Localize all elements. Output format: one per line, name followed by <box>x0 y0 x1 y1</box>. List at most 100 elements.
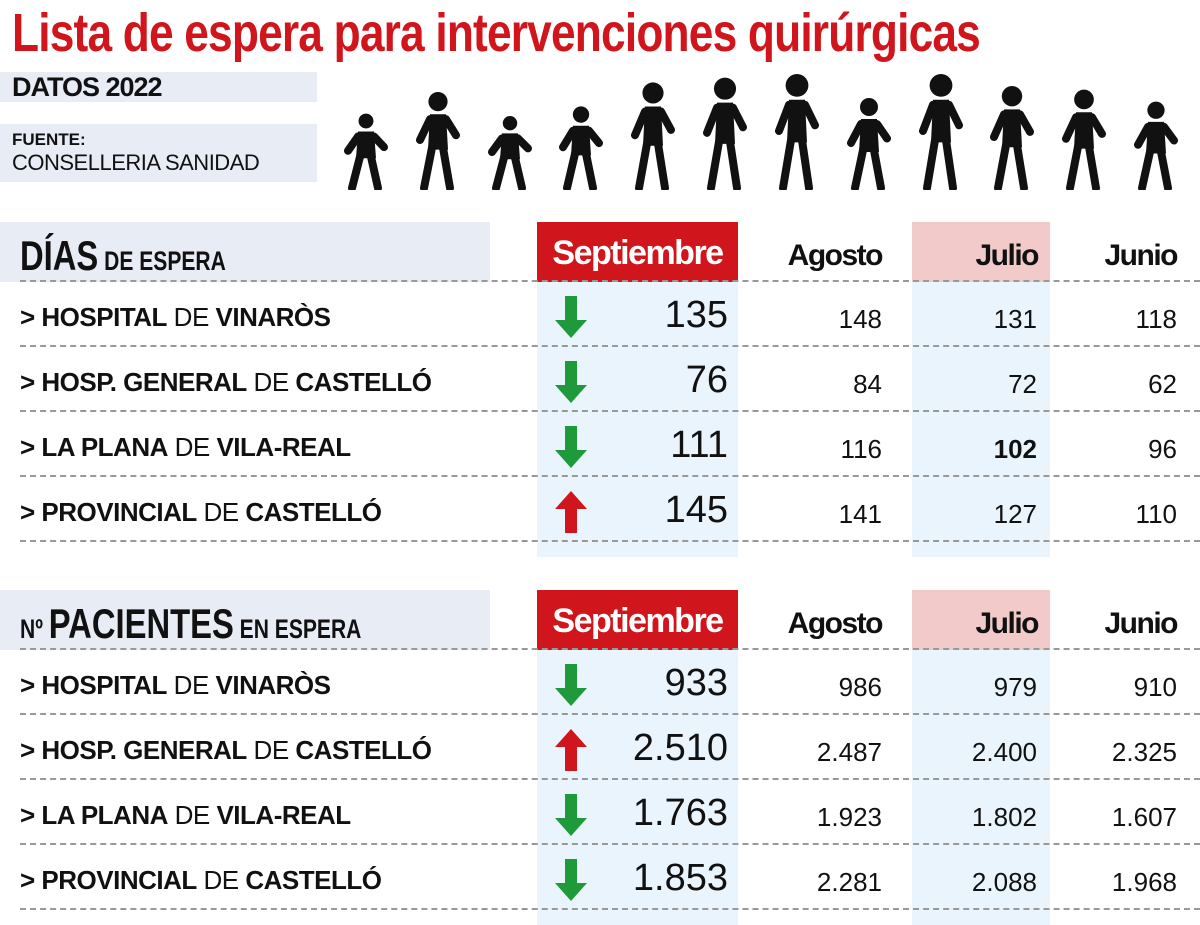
value-julio: 127 <box>993 499 1037 529</box>
label-part: > HOSPITAL <box>20 302 167 332</box>
hospital-label: > HOSPITAL DE VINARÒS <box>20 670 331 701</box>
value-junio: 96 <box>1148 434 1177 464</box>
table-header-box <box>0 590 490 650</box>
label-part: VINARÒS <box>215 302 331 332</box>
infographic-title: Lista de espera para intervenciones quir… <box>12 3 981 63</box>
value-julio: 72 <box>1008 369 1037 399</box>
label-part: > HOSP. GENERAL <box>20 367 247 397</box>
people-silhouettes <box>340 62 1180 190</box>
value-septiembre: 933 <box>664 662 728 704</box>
person-silhouette-icon <box>415 92 460 190</box>
label-part: > LA PLANA <box>20 800 168 830</box>
table-title: DÍAS DE ESPERA <box>20 232 226 280</box>
trend-down-arrow-icon <box>555 296 587 338</box>
table-row: > HOSPITAL DE VINARÒS 135 148 131 118 <box>20 282 1200 347</box>
value-agosto: 116 <box>840 434 882 464</box>
label-part: DE <box>167 432 217 462</box>
label-part: > PROVINCIAL <box>20 497 197 527</box>
label-part: VILA-REAL <box>216 432 351 462</box>
table-row: > PROVINCIAL DE CASTELLÓ 145 141 127 110 <box>20 477 1200 542</box>
label-part: DE <box>167 800 217 830</box>
value-julio: 2.400 <box>971 737 1037 767</box>
label-part: VINARÒS <box>215 670 331 700</box>
table-row: > HOSPITAL DE VINARÒS 933 986 979 910 <box>20 650 1200 715</box>
value-septiembre: 1.763 <box>632 792 728 834</box>
value-septiembre: 111 <box>670 424 728 466</box>
column-header-julio: Julio <box>912 590 1050 650</box>
table-row: > LA PLANA DE VILA-REAL 111 116 102 96 <box>20 412 1200 477</box>
label-part: DE <box>166 670 216 700</box>
value-junio: 118 <box>1135 304 1177 334</box>
label-part: CASTELLÓ <box>245 865 382 895</box>
value-julio: 979 <box>993 672 1037 702</box>
table-row: > PROVINCIAL DE CASTELLÓ 1.853 2.281 2.08… <box>20 845 1200 910</box>
value-julio: 131 <box>993 304 1037 334</box>
column-header-agosto: Agosto <box>787 607 884 640</box>
label-part: DE <box>196 497 246 527</box>
value-junio: 1.607 <box>1111 802 1177 832</box>
title-prefix: Nº <box>20 614 49 644</box>
column-header-septiembre: Septiembre <box>537 222 738 282</box>
title-main: PACIENTES <box>48 600 234 647</box>
label-part: > PROVINCIAL <box>20 865 197 895</box>
column-header-junio: Junio <box>1104 607 1179 640</box>
person-silhouette-icon <box>774 74 819 190</box>
trend-down-arrow-icon <box>555 664 587 706</box>
table-header-box <box>0 222 490 282</box>
label-part: > HOSP. GENERAL <box>20 735 247 765</box>
hospital-label: > PROVINCIAL DE CASTELLÓ <box>20 865 382 896</box>
source-box: FUENTE: CONSELLERIA SANIDAD <box>0 124 317 182</box>
person-silhouette-icon <box>990 86 1035 190</box>
column-header-junio: Junio <box>1104 239 1179 272</box>
person-silhouette-icon <box>918 74 963 190</box>
column-header-julio: Julio <box>912 222 1050 282</box>
column-header-agosto: Agosto <box>787 239 884 272</box>
value-agosto: 986 <box>838 672 882 702</box>
label-part: CASTELLÓ <box>245 497 382 527</box>
title-suffix: DE ESPERA <box>98 246 226 276</box>
trend-down-arrow-icon <box>555 361 587 403</box>
label-part: DE <box>196 865 246 895</box>
value-julio: 102 <box>993 434 1037 464</box>
hospital-label: > HOSPITAL DE VINARÒS <box>20 302 331 333</box>
value-junio: 2.325 <box>1111 737 1177 767</box>
table-title: Nº PACIENTES EN ESPERA <box>20 600 361 648</box>
trend-down-arrow-icon <box>555 859 587 901</box>
value-septiembre: 2.510 <box>632 727 728 769</box>
trend-up-arrow-icon <box>555 729 587 771</box>
table-row: > LA PLANA DE VILA-REAL 1.763 1.923 1.802… <box>20 780 1200 845</box>
person-silhouette-icon <box>487 116 532 190</box>
hospital-label: > HOSP. GENERAL DE CASTELLÓ <box>20 735 432 766</box>
source-label: FUENTE: <box>12 130 86 149</box>
label-part: VILA-REAL <box>216 800 351 830</box>
value-septiembre: 76 <box>685 359 728 401</box>
value-junio: 910 <box>1133 672 1177 702</box>
label-part: DE <box>166 302 216 332</box>
label-part: DE <box>246 735 296 765</box>
person-silhouette-icon <box>1133 101 1178 190</box>
person-silhouette-icon <box>846 98 891 190</box>
person-silhouette-icon <box>703 77 748 190</box>
hospital-label: > LA PLANA DE VILA-REAL <box>20 432 351 463</box>
value-septiembre: 135 <box>664 294 728 336</box>
label-part: CASTELLÓ <box>295 735 432 765</box>
value-agosto: 2.487 <box>816 737 882 767</box>
person-silhouette-icon <box>344 113 388 190</box>
value-septiembre: 1.853 <box>632 857 728 899</box>
value-agosto: 1.923 <box>816 802 882 832</box>
value-julio: 1.802 <box>971 802 1037 832</box>
table-row: > HOSP. GENERAL DE CASTELLÓ 2.510 2.487 2… <box>20 715 1200 780</box>
value-agosto: 148 <box>838 304 882 334</box>
value-junio: 62 <box>1148 369 1177 399</box>
label-part: DE <box>246 367 296 397</box>
label-part: CASTELLÓ <box>295 367 432 397</box>
hospital-label: > HOSP. GENERAL DE CASTELLÓ <box>20 367 432 398</box>
value-julio: 2.088 <box>971 867 1037 897</box>
title-suffix: EN ESPERA <box>233 614 362 644</box>
person-silhouette-icon <box>1062 89 1107 190</box>
value-agosto: 84 <box>853 369 882 399</box>
value-agosto: 2.281 <box>816 867 882 897</box>
hospital-label: > LA PLANA DE VILA-REAL <box>20 800 351 831</box>
value-junio: 110 <box>1135 499 1177 529</box>
title-main: DÍAS <box>20 232 99 279</box>
